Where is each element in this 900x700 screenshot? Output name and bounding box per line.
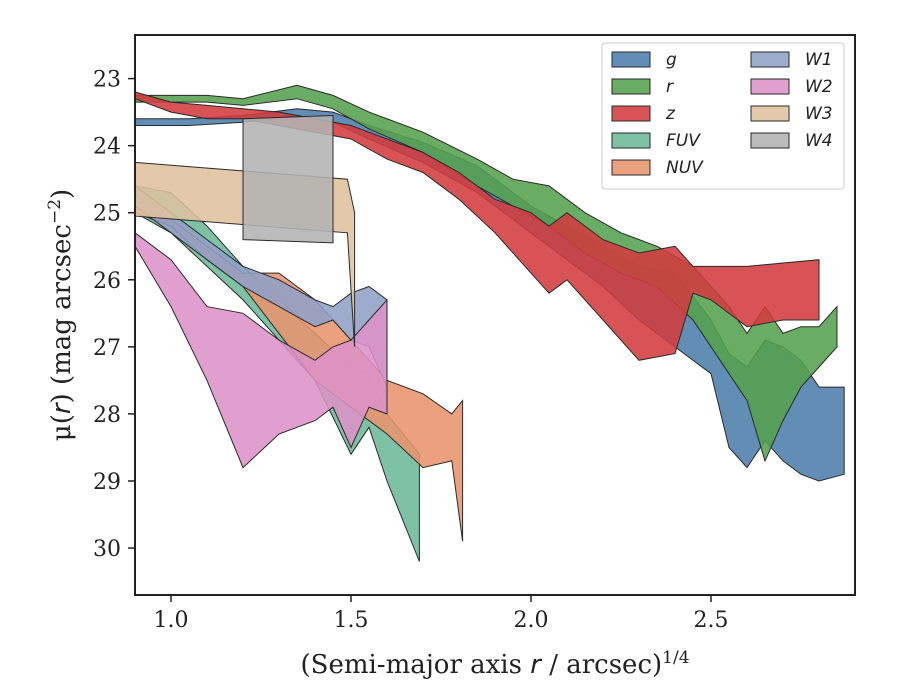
y-tick-label: 30 — [93, 537, 121, 562]
y-tick-label: 25 — [93, 202, 121, 227]
legend-swatch-w3 — [750, 105, 790, 122]
legend-swatch-z — [611, 105, 651, 122]
legend-swatch-w1 — [750, 51, 790, 68]
band-w2 — [134, 231, 388, 469]
x-axis-label-rest: / arcsec) — [541, 650, 662, 680]
legend-label-w4: W4 — [805, 131, 833, 151]
legend-label-w2: W2 — [805, 77, 833, 97]
legend-swatch-r — [611, 78, 651, 95]
plot-frame — [134, 34, 856, 596]
y-axis-label-rest: ) (mag arcsec — [47, 224, 77, 403]
legend-label-w1: W1 — [805, 50, 833, 70]
y-tick-label: 26 — [93, 269, 121, 294]
legend: grz FUV NUV W1 W2 W3 W4 — [601, 42, 845, 190]
ticks-layer: 1.0 1.5 2.0 2.5 23 24 25 26 27 28 29 30 — [93, 68, 729, 633]
legend-swatch-w2 — [750, 78, 790, 95]
series-layer — [134, 84, 845, 562]
y-axis-label: μ(r) (mag arcsec−2) — [45, 189, 77, 441]
y-axis-label-main: μ( — [47, 414, 77, 441]
x-axis-label-sup: 1/4 — [662, 648, 689, 668]
legend-label-w3: W3 — [805, 104, 833, 124]
x-tick-label: 1.0 — [154, 608, 189, 633]
legend-swatch-g — [611, 51, 651, 68]
legend-swatch-w4 — [750, 132, 790, 149]
band-w4 — [242, 114, 334, 244]
x-axis-label-main: (Semi-major axis — [300, 650, 530, 680]
x-tick-label: 2.0 — [514, 608, 549, 633]
legend-label-r: r — [666, 77, 674, 97]
x-axis-label: (Semi-major axis r / arcsec)1/4 — [300, 648, 689, 680]
y-tick-label: 24 — [93, 135, 121, 160]
y-axis-label-sup: −2 — [45, 199, 65, 224]
y-tick-label: 29 — [93, 470, 121, 495]
x-tick-label: 2.5 — [694, 608, 729, 633]
legend-label-fuv: FUV — [666, 131, 701, 151]
legend-label-z: z — [665, 104, 676, 124]
legend-swatch-nuv — [611, 159, 651, 176]
legend-label-g: g — [666, 50, 677, 70]
y-tick-label: 23 — [93, 68, 121, 93]
y-tick-label: 27 — [93, 336, 121, 361]
x-axis-label-var: r — [530, 650, 543, 680]
x-tick-label: 1.5 — [334, 608, 369, 633]
band-z — [134, 91, 820, 361]
legend-swatch-fuv — [611, 132, 651, 149]
legend-label-nuv: NUV — [666, 158, 704, 178]
y-axis-label-var: r — [47, 401, 77, 414]
y-axis-label-close: ) — [47, 189, 77, 199]
y-tick-label: 28 — [93, 403, 121, 428]
